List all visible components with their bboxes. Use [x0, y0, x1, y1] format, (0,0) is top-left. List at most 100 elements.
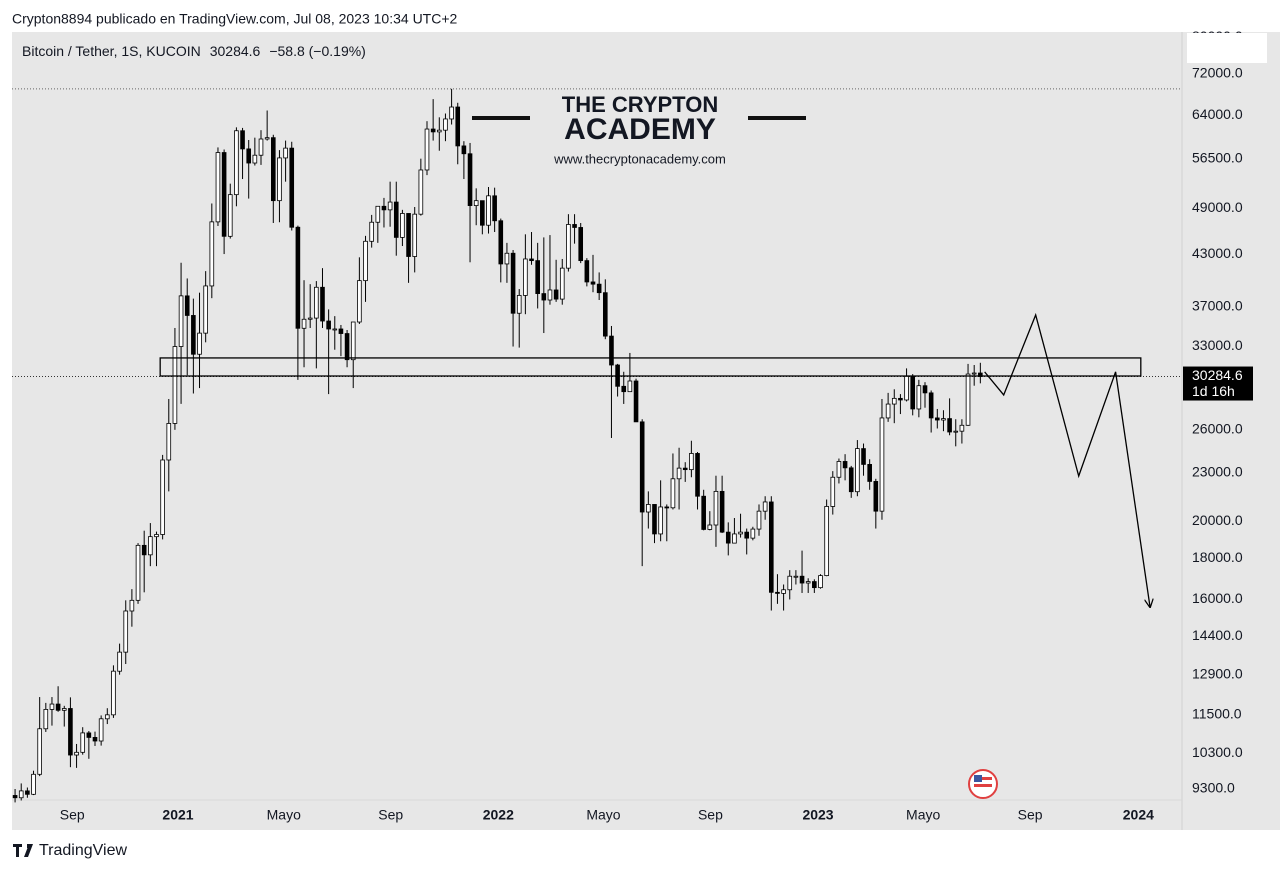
candle-body	[510, 252, 516, 314]
x-tick-label: 2022	[483, 807, 514, 823]
candle-body	[80, 732, 86, 753]
y-tick-label: 49000.0	[1192, 199, 1243, 215]
candle-body	[209, 221, 215, 287]
candle-body	[111, 670, 116, 716]
candle-body	[49, 703, 55, 710]
candle-body	[393, 201, 399, 238]
candle-body	[652, 504, 657, 535]
y-tick-label: 23000.0	[1192, 463, 1243, 479]
price-change: −58.8 (−0.19%)	[269, 43, 366, 59]
candle-body	[307, 317, 313, 320]
candle-body	[818, 575, 823, 589]
candle-body	[184, 295, 190, 316]
y-tick-label: 10300.0	[1192, 744, 1243, 760]
candle-body	[904, 375, 909, 401]
candle-body	[314, 286, 319, 319]
candle-body	[387, 201, 393, 211]
candle-body	[947, 418, 952, 433]
candle-body	[689, 453, 694, 471]
candle-body	[338, 328, 344, 334]
candle-body	[486, 195, 491, 226]
candle-body	[332, 328, 338, 331]
candle-body	[86, 732, 92, 738]
candle-body	[74, 751, 79, 756]
candle-body	[965, 373, 971, 426]
candle-body	[227, 194, 233, 237]
flag-stripe	[974, 784, 992, 787]
candle-body	[455, 106, 461, 147]
plot	[12, 88, 1182, 803]
footer-logo: TradingView	[13, 842, 127, 859]
candle-body	[713, 490, 719, 526]
candle-body	[92, 737, 98, 742]
candle-body	[701, 495, 706, 530]
y-tick-label: 26000.0	[1192, 421, 1243, 437]
y-tick-label: 64000.0	[1192, 106, 1243, 122]
candle-body	[104, 714, 110, 720]
flag-icon	[968, 769, 998, 799]
resistance-zone	[159, 357, 1142, 377]
candle-body	[664, 506, 670, 509]
candle-body	[916, 385, 922, 410]
plot-area	[12, 32, 1182, 830]
x-tick-label: 2024	[1123, 807, 1154, 823]
candle-body	[861, 448, 866, 465]
watermark-url: www.thecryptonacademy.com	[553, 151, 726, 166]
candle-body	[264, 137, 270, 140]
candle-body	[836, 461, 842, 478]
candle-body	[725, 531, 731, 544]
candle-body	[43, 709, 49, 730]
candle-body	[547, 289, 553, 301]
candle-body	[215, 152, 221, 223]
candle-body	[695, 453, 700, 497]
candle-body	[117, 651, 122, 672]
y-tick-label: 43000.0	[1192, 245, 1243, 261]
candle-body	[633, 380, 639, 423]
candle-body	[959, 424, 965, 432]
candle-body	[732, 533, 737, 544]
candle-body	[910, 375, 916, 410]
candle-body	[596, 283, 602, 294]
candle-body	[812, 581, 817, 589]
candle-body	[246, 148, 252, 164]
candle-body	[197, 332, 202, 355]
candle-body	[412, 213, 418, 257]
y-tick-label: 11500.0	[1192, 706, 1242, 722]
candle-body	[670, 478, 676, 509]
candle-body	[750, 528, 756, 539]
x-tick-label: 2023	[802, 807, 833, 823]
candle-body	[141, 544, 147, 556]
candle-body	[639, 421, 645, 513]
candle-body	[344, 333, 350, 361]
candle-body	[744, 531, 750, 539]
candle-body	[37, 728, 42, 775]
candle-body	[609, 335, 614, 366]
y-tick-label: 20000.0	[1192, 512, 1243, 528]
candle-body	[449, 106, 454, 120]
y-tick-label: 33000.0	[1192, 337, 1243, 353]
price-axis-area	[1182, 32, 1280, 830]
y-tick-label: 16000.0	[1192, 590, 1243, 606]
countdown-label: 1d 16h	[1192, 383, 1235, 399]
x-tick-label: Sep	[60, 807, 85, 823]
candle-body	[922, 385, 928, 394]
candle-body	[191, 315, 196, 355]
candle-body	[682, 467, 688, 471]
y-tick-label: 14400.0	[1192, 627, 1243, 643]
candle-body	[572, 224, 577, 228]
candle-body	[971, 372, 977, 375]
logo-mark	[13, 844, 33, 857]
candle-body	[553, 289, 559, 300]
candle-body	[31, 773, 36, 795]
candle-body	[805, 581, 811, 584]
candle-body	[424, 128, 430, 171]
last-price-label: 30284.6	[1192, 367, 1243, 383]
candle-body	[867, 464, 872, 482]
candle-body	[160, 459, 165, 535]
candle-body	[12, 795, 18, 799]
candle-body	[658, 506, 663, 535]
candle-body	[240, 130, 245, 150]
candle-body	[578, 227, 584, 262]
